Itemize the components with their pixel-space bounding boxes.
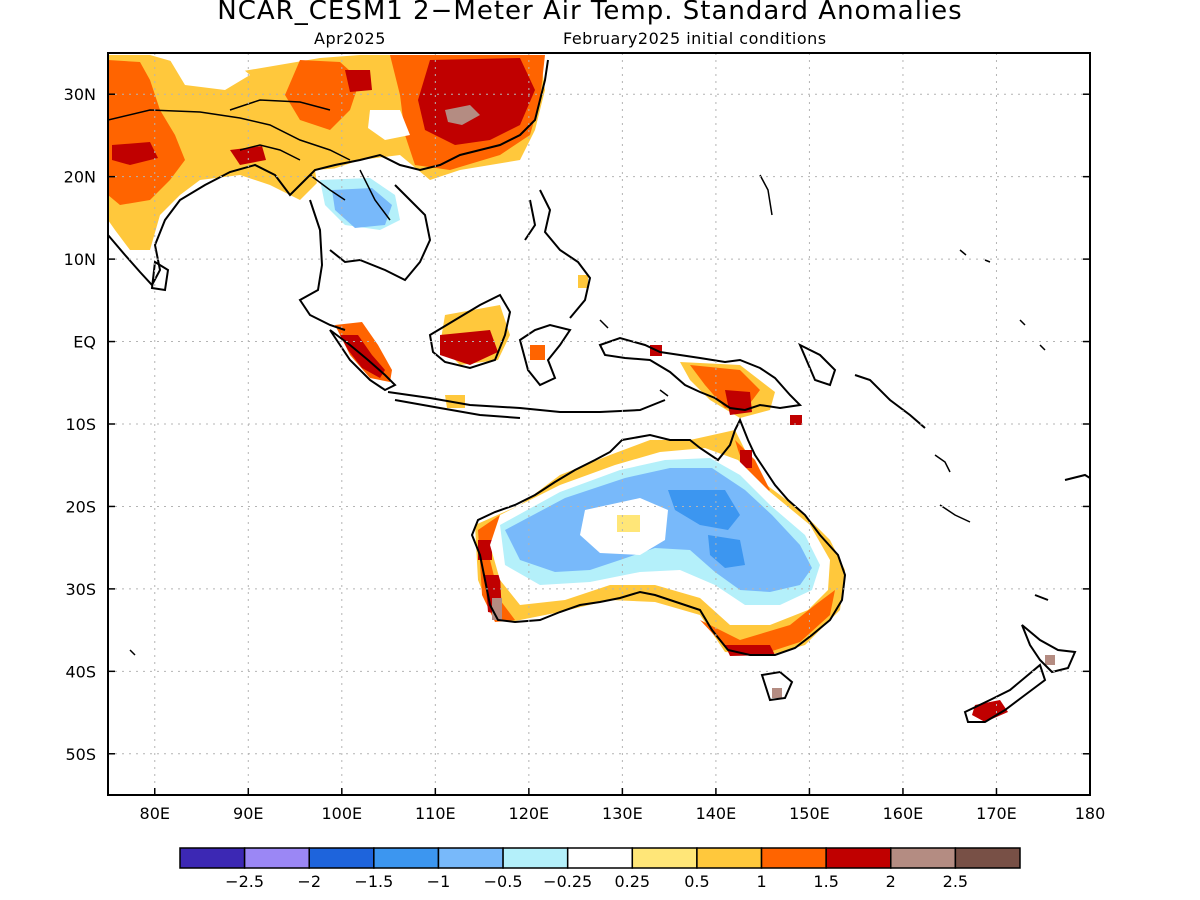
lon-label: 140E <box>696 804 737 823</box>
lon-label: 120E <box>509 804 550 823</box>
lon-label: 100E <box>321 804 362 823</box>
chart-title: NCAR_CESM1 2−Meter Air Temp. Standard An… <box>217 0 963 26</box>
colorbar-tick-label: −0.5 <box>484 872 523 891</box>
colorbar-swatch <box>631 847 698 869</box>
longitude-labels: 80E 90E 100E 110E 120E 130E 140E 150E 160E 170E 18… <box>140 804 1106 823</box>
lon-label: 170E <box>976 804 1017 823</box>
colorbar-swatch <box>437 847 504 869</box>
lat-label: 20S <box>65 497 96 516</box>
lon-label: 180 <box>1075 804 1106 823</box>
lon-label: 150E <box>789 804 830 823</box>
coastlines <box>108 59 1090 723</box>
lat-label: EQ <box>73 333 96 352</box>
colorbar-swatch <box>566 847 634 869</box>
colorbar-tick-label: −2 <box>297 872 321 891</box>
lat-label: 30S <box>65 580 96 599</box>
colorbar-tick-label: 1.5 <box>813 872 838 891</box>
latitude-labels: 30N 20N 10N EQ 10S 20S 30S 40S 50S <box>64 85 96 764</box>
lat-label: 30N <box>64 85 96 104</box>
colorbar-swatch <box>243 847 310 869</box>
colorbar-tick-label: −0.25 <box>543 872 592 891</box>
valid-month-label: Apr2025 <box>314 29 386 48</box>
lon-label: 110E <box>415 804 456 823</box>
anomaly-shading <box>108 55 1055 722</box>
colorbar-swatch <box>308 847 375 869</box>
borders <box>108 99 391 221</box>
colorbar <box>179 847 1021 869</box>
lat-label: 40S <box>65 662 96 681</box>
lat-label: 10N <box>64 250 96 269</box>
colorbar-tick-label: −1 <box>427 872 451 891</box>
lon-label: 160E <box>883 804 924 823</box>
lon-label: 80E <box>140 804 170 823</box>
colorbar-tick-label: 1 <box>756 872 766 891</box>
colorbar-swatch <box>760 847 827 869</box>
colorbar-tick-label: −1.5 <box>354 872 393 891</box>
init-conditions-label: February2025 initial conditions <box>563 29 827 48</box>
axis-ticks <box>108 93 1091 795</box>
colorbar-swatch <box>954 847 1021 869</box>
colorbar-swatch <box>373 847 440 869</box>
pacific-islands <box>129 174 1046 656</box>
lon-label: 130E <box>602 804 643 823</box>
lon-label: 90E <box>233 804 263 823</box>
lat-label: 50S <box>65 745 96 764</box>
colorbar-swatch <box>502 847 569 869</box>
colorbar-swatch <box>179 847 246 869</box>
grid-lines <box>108 53 1090 795</box>
colorbar-tick-label: −2.5 <box>225 872 264 891</box>
colorbar-tick-label: 0.25 <box>614 872 650 891</box>
lat-label: 10S <box>65 415 96 434</box>
colorbar-tick-label: 0.5 <box>684 872 709 891</box>
colorbar-swatch <box>825 847 892 869</box>
colorbar-swatch <box>696 847 763 869</box>
lat-label: 20N <box>64 168 96 187</box>
colorbar-tick-label: 2 <box>886 872 896 891</box>
colorbar-swatch <box>890 847 957 869</box>
colorbar-tick-label: 2.5 <box>943 872 968 891</box>
colorbar-labels: −2.5 −2 −1.5 −1 −0.5 −0.25 0.25 0.5 1 1.5 2 2.5 <box>225 872 968 891</box>
